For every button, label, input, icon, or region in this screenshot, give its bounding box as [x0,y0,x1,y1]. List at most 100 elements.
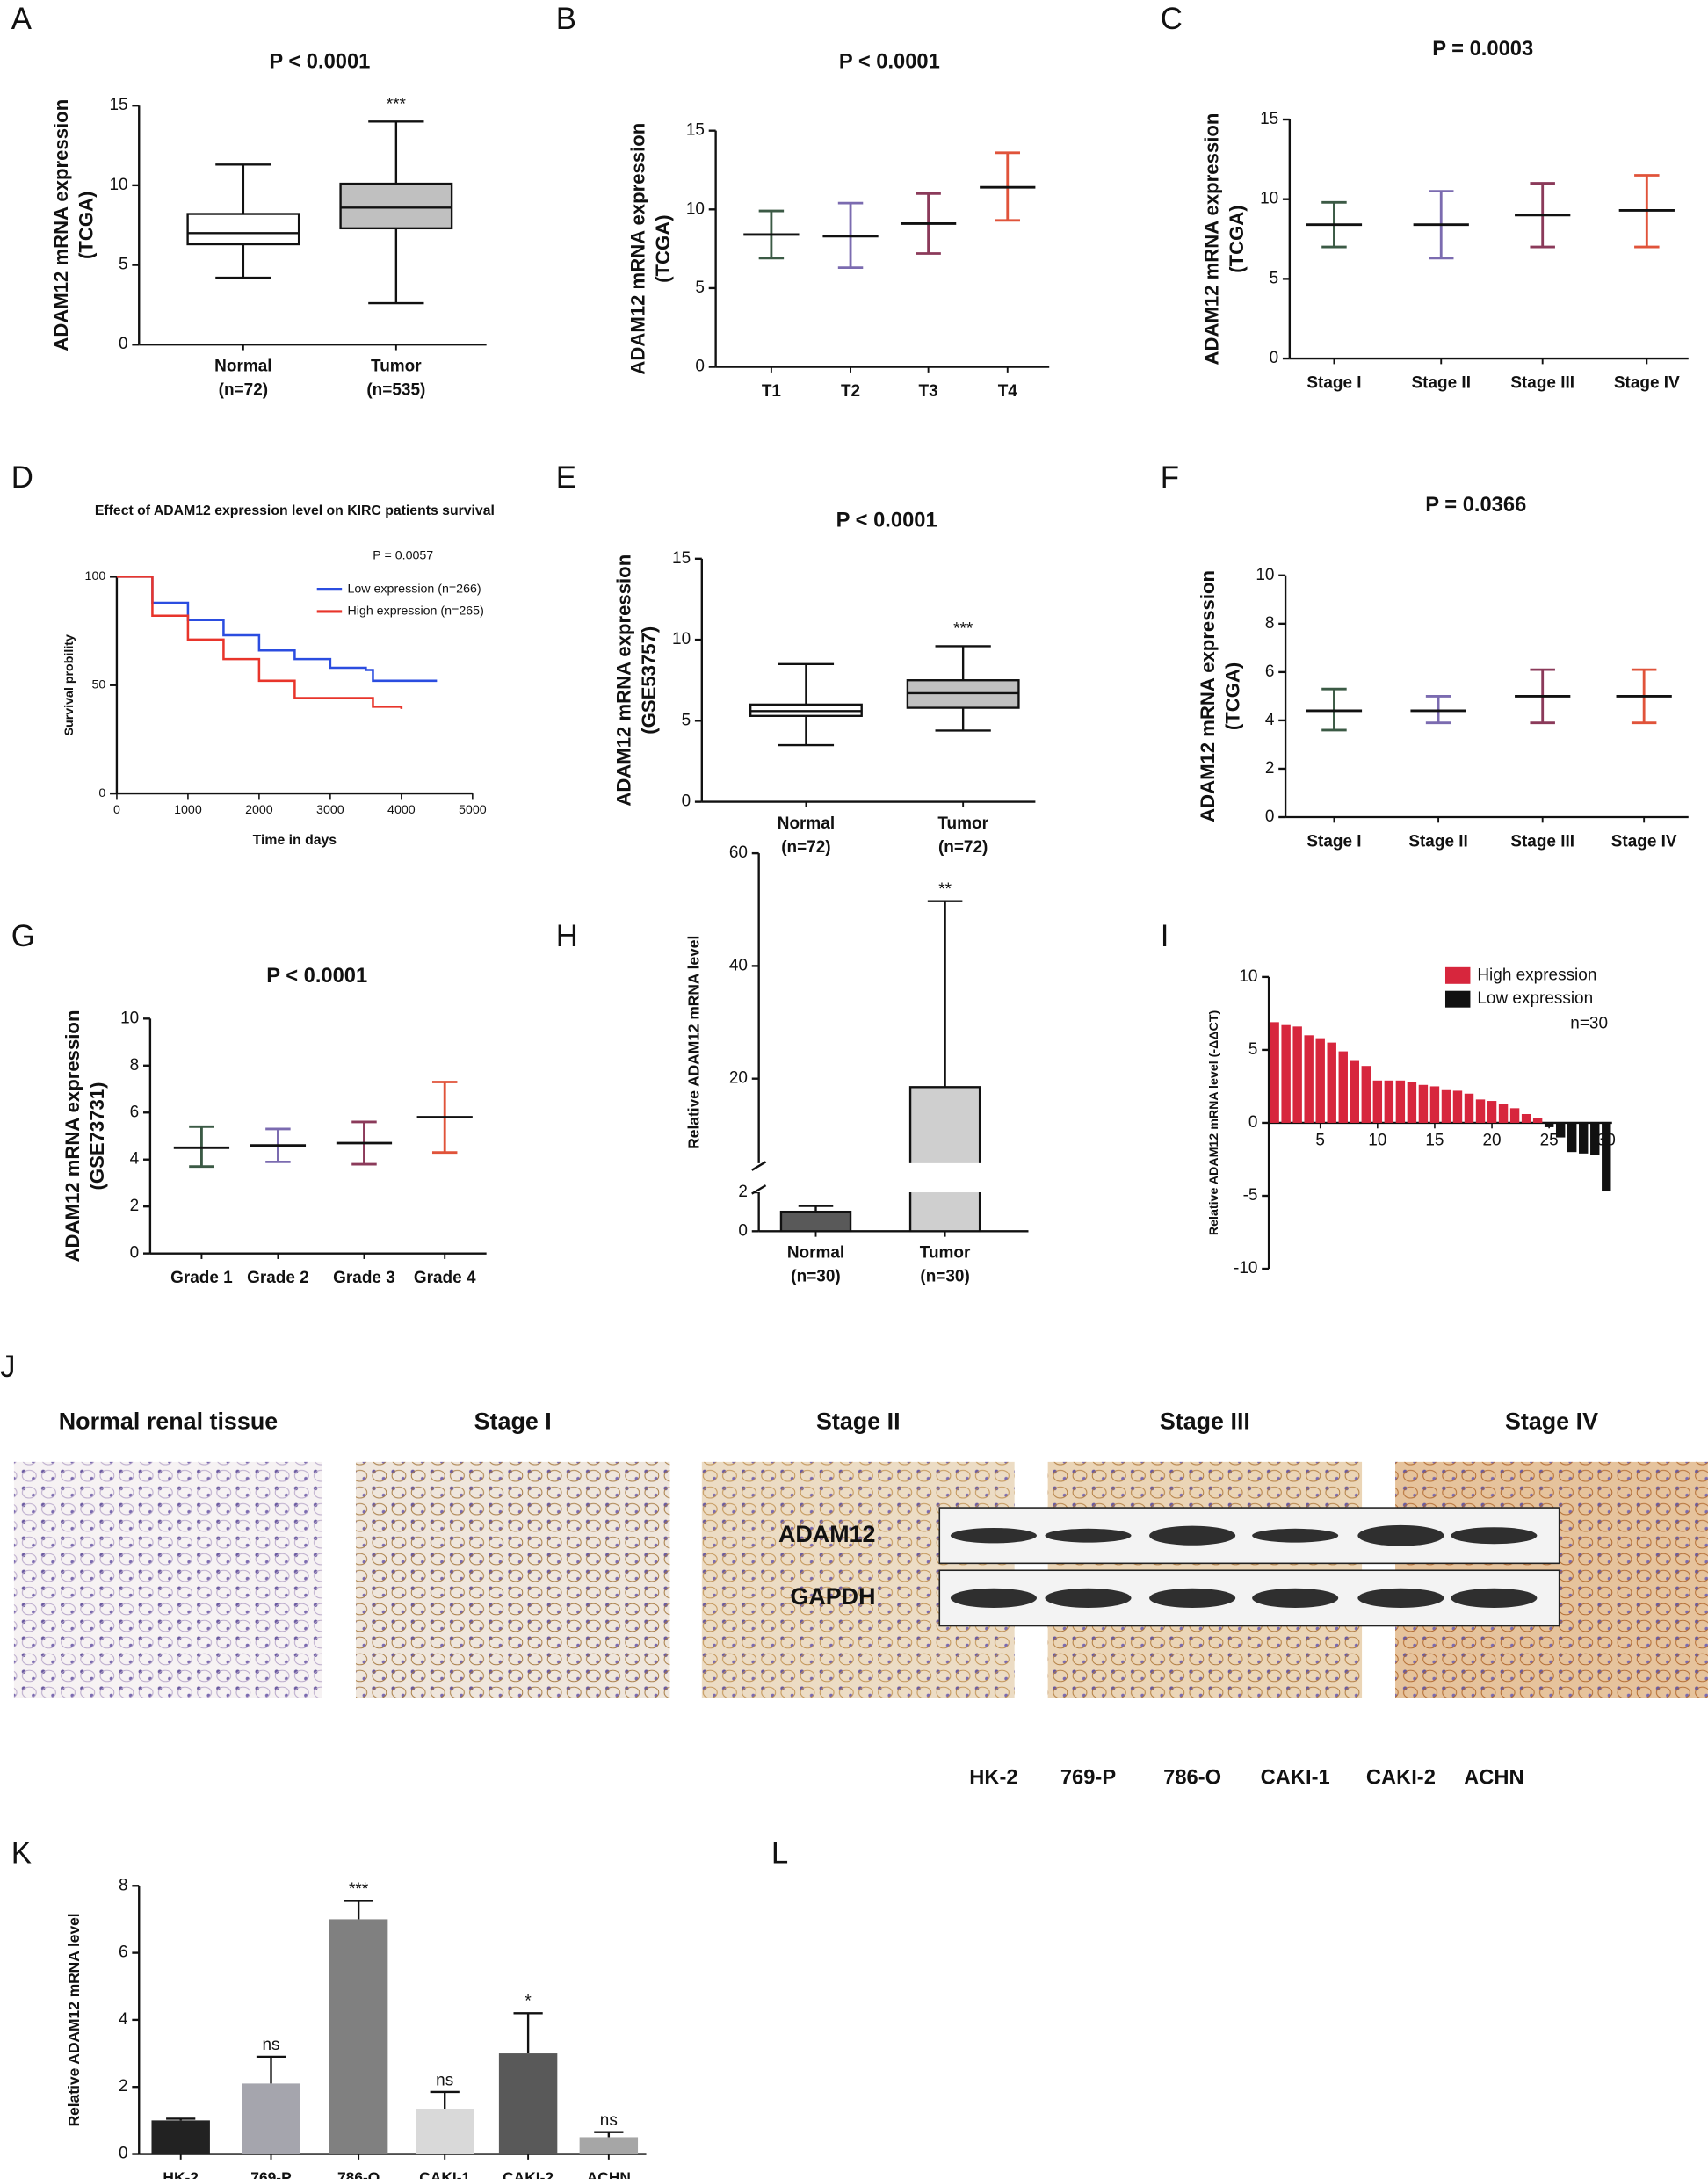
x-tick-label: Stage III [1510,832,1574,851]
x-tick-label: Stage IV [1611,832,1677,851]
y-tick-label: 10 [1256,566,1274,584]
legend-swatch [1444,966,1471,984]
x-tick-label: T4 [998,382,1018,401]
bar [1590,1122,1600,1155]
y-tick-label: -10 [1234,1259,1257,1278]
panel-letter: I [1161,920,1169,953]
significance-label: *** [387,95,407,113]
axis-break-gap [750,1162,1029,1193]
y-tick-label: 4 [1265,711,1275,729]
x-tick-label: CAKI-1 [419,2169,470,2179]
y-axis-label: ADAM12 mRNA expression [50,99,72,351]
panel-letter: F [1161,461,1179,495]
x-tick-label: Grade 1 [170,1269,233,1287]
bar [1270,1022,1279,1123]
x-tick-label: Tumor [937,814,988,833]
y-axis-label: Relative ADAM12 mRNA level [684,936,702,1149]
bar [1532,1118,1543,1123]
y-tick-label: 40 [729,956,748,974]
legend-swatch [1444,990,1471,1008]
x-tick-label: Stage I [1306,374,1361,393]
bar [242,2083,300,2154]
bar [1452,1090,1463,1123]
y-axis-label: ADAM12 mRNA expression [1197,570,1219,822]
panel-letter: E [556,461,576,495]
x-tick-label: 769-P [250,2169,291,2179]
y-tick-label: 10 [672,630,691,648]
y-axis-label: (TCGA) [1226,205,1248,272]
blot-band [950,1528,1037,1544]
panel-letter: B [556,3,576,36]
survival-curve [116,576,438,683]
y-axis-label: (TCGA) [76,192,98,259]
bar [1418,1084,1429,1123]
y-tick-label: 15 [672,549,691,568]
x-tick-label: Tumor [371,358,422,376]
blot-row-label: ADAM12 [778,1521,876,1547]
blot-lane-label: HK-2 [969,1767,1017,1790]
x-tick-label: 25 [1540,1132,1559,1150]
legend-label: Low expression (n=266) [347,582,481,596]
significance-label: ns [262,2036,279,2054]
bar [1464,1093,1474,1123]
bar [1487,1101,1497,1123]
y-tick-label: 4 [130,1150,140,1169]
x-tick-label: Normal [214,358,271,376]
x-tick-label: T1 [762,382,782,401]
blot-band [1451,1588,1538,1608]
panel-letter: A [11,3,33,36]
bar [329,1919,388,2154]
x-tick-label: Stage II [1412,374,1471,393]
bar [1429,1086,1440,1123]
bar [1602,1122,1611,1192]
bar [1350,1060,1359,1123]
y-tick-label: 2 [130,1197,140,1215]
blot-row-label: GAPDH [790,1583,875,1610]
x-tick-label: 2000 [245,803,273,817]
panel-letter: K [11,1837,32,1871]
box [186,213,300,246]
ihc-title: Stage I [474,1408,552,1435]
p-value: P = 0.0057 [373,548,433,562]
blot-band [1357,1524,1444,1546]
y-tick-label: 2 [119,2077,128,2096]
x-tick-label: Normal [778,814,835,833]
blot-band [1451,1527,1538,1545]
y-tick-label: -5 [1243,1186,1258,1205]
y-tick-label: 8 [1265,614,1275,633]
axis-break-mark [751,1161,767,1195]
bar [1407,1082,1417,1123]
bar [1327,1042,1336,1123]
bar [1281,1024,1291,1123]
y-tick-label: 10 [109,176,127,194]
x-tick-label: 786-O [337,2169,380,2179]
y-tick-label: 5 [119,256,128,274]
blot-lane-label: ACHN [1464,1767,1524,1790]
bar [1315,1038,1325,1123]
y-tick-label: 0 [738,1221,748,1240]
bar [779,1210,852,1233]
significance-label: *** [349,1880,369,1899]
y-axis-label: (GSE73731) [86,1082,108,1190]
y-tick-label: 10 [120,1009,139,1027]
blot-band [1357,1588,1444,1608]
y-tick-label: 10 [1239,967,1257,986]
chart-title: P < 0.0001 [269,50,370,73]
significance-label: *** [953,619,973,638]
y-tick-label: 0 [119,2145,128,2163]
x-tick-label: Grade 4 [414,1269,476,1287]
ihc-title: Normal renal tissue [59,1408,278,1435]
x-tick-note: (n=535) [366,380,425,399]
x-tick-label: T3 [919,382,938,401]
x-tick-label: 3000 [316,803,344,817]
ihc-texture [355,1461,670,1698]
y-axis-label: ADAM12 mRNA expression [62,1010,83,1263]
y-tick-label: 15 [686,121,705,140]
panel-letter: D [11,461,33,495]
x-tick-label: Normal [787,1244,844,1263]
y-tick-label: 0 [119,335,128,353]
box [339,182,453,230]
y-tick-label: 0 [1270,349,1279,367]
x-tick-label: Stage I [1306,832,1361,851]
